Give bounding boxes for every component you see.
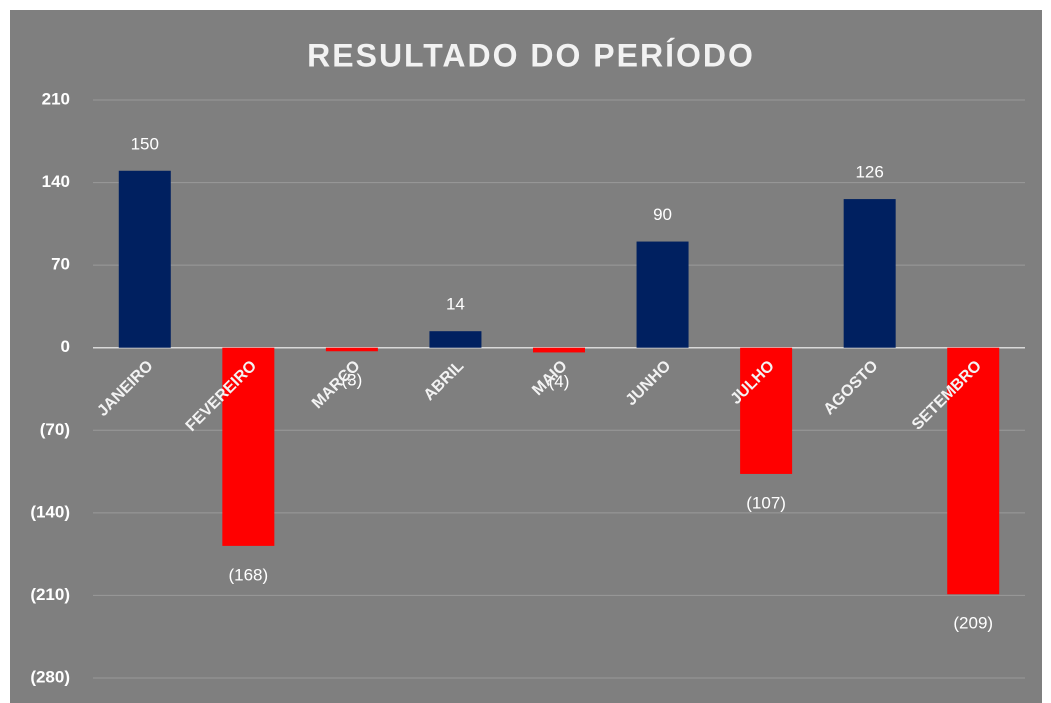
y-tick-label: 70 (51, 255, 70, 274)
y-tick-label: 140 (42, 172, 70, 191)
value-label: 150 (131, 134, 159, 153)
bar (533, 347, 585, 353)
y-tick-label: (140) (30, 502, 70, 521)
bar (843, 199, 896, 348)
value-label: 126 (855, 163, 883, 182)
y-tick-label: (280) (30, 667, 70, 686)
y-tick-label: 210 (42, 89, 70, 108)
bar (429, 331, 482, 348)
bar (325, 347, 378, 352)
value-label: 90 (653, 205, 672, 224)
value-label: (107) (746, 493, 786, 512)
bar (947, 347, 1000, 595)
y-tick-label: 0 (61, 337, 70, 356)
value-label: (4) (549, 372, 570, 391)
chart-title: RESULTADO DO PERÍODO (307, 37, 755, 73)
chart-background (10, 10, 1042, 703)
value-label: 14 (446, 295, 465, 314)
y-tick-label: (210) (30, 585, 70, 604)
value-label: (3) (341, 371, 362, 390)
bar (740, 347, 793, 474)
value-label: (168) (228, 565, 268, 584)
bar (118, 170, 171, 348)
y-tick-label: (70) (40, 420, 70, 439)
bar (222, 347, 275, 546)
value-label: (209) (953, 614, 993, 633)
bar (636, 241, 689, 348)
